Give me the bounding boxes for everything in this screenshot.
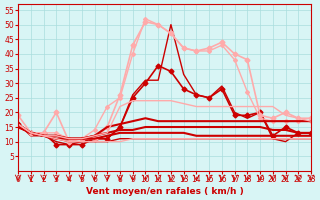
- X-axis label: Vent moyen/en rafales ( km/h ): Vent moyen/en rafales ( km/h ): [86, 187, 244, 196]
